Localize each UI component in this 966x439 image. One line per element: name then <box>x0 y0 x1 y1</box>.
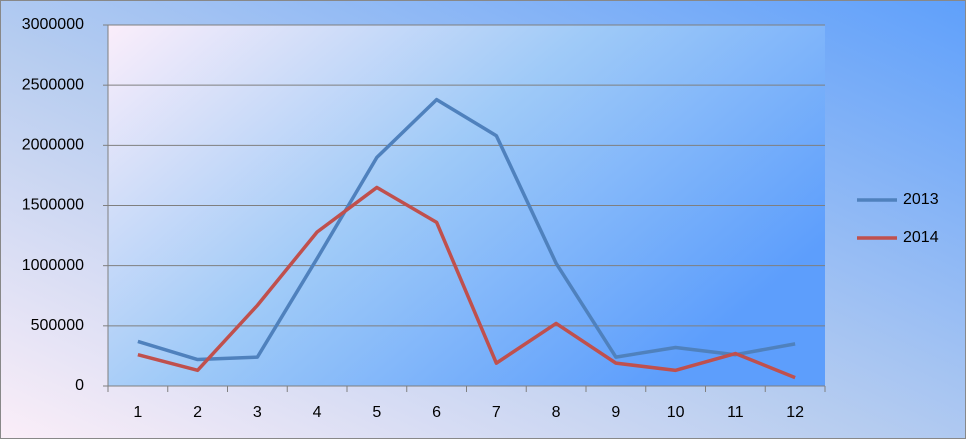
x-tick-label: 4 <box>313 404 322 421</box>
x-tick-label: 2 <box>193 404 202 421</box>
legend-label: 2014 <box>903 229 939 246</box>
legend-label: 2013 <box>903 191 939 208</box>
x-tick-label: 7 <box>492 404 501 421</box>
series-line <box>137 97 796 362</box>
x-tick-label: 5 <box>372 404 381 421</box>
y-tick-label: 2000000 <box>22 137 84 154</box>
x-tick-label: 10 <box>667 404 685 421</box>
x-tick-label: 6 <box>432 404 441 421</box>
x-tick-label: 12 <box>786 404 804 421</box>
x-tick-label: 3 <box>253 404 262 421</box>
y-tick-label: 1000000 <box>22 257 84 274</box>
y-tick-label: 0 <box>75 377 84 394</box>
y-tick-label: 500000 <box>31 317 84 334</box>
x-tick-label: 1 <box>133 404 142 421</box>
x-tick-label: 9 <box>611 404 620 421</box>
x-tick-label: 11 <box>727 404 744 421</box>
series-line <box>137 185 796 380</box>
y-tick-label: 2500000 <box>22 76 84 93</box>
y-tick-label: 3000000 <box>22 16 84 33</box>
x-tick-label: 8 <box>552 404 561 421</box>
y-tick-label: 1500000 <box>22 197 84 214</box>
